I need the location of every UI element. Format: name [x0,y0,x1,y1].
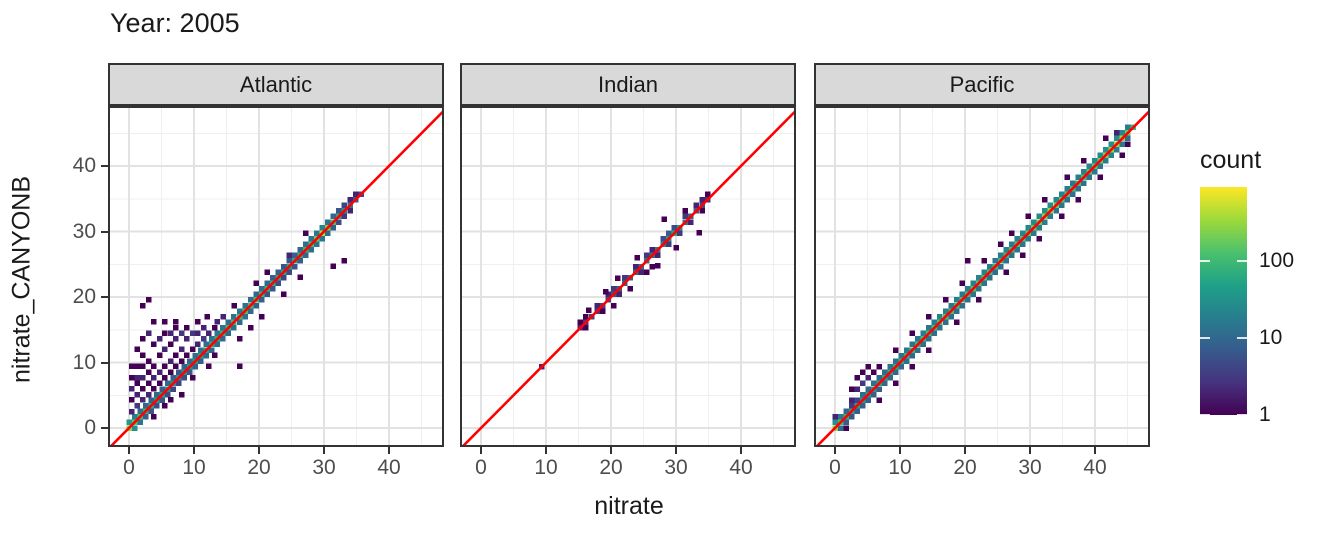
y-tick-mark [101,230,108,233]
y-tick-mark [101,165,108,167]
y-tick-mark [101,361,108,364]
x-tick-mark [1029,447,1031,454]
plot-title: Year: 2005 [110,8,240,38]
y-tick-label: 40 [72,154,96,177]
legend-tick-mark [1200,259,1210,262]
x-tick-mark [193,447,195,454]
legend-title: count [1200,146,1262,174]
x-tick-label: 0 [123,456,135,479]
legend-colorbar [1200,187,1247,415]
facet-panel-indian [457,106,800,452]
x-tick-label: 30 [1018,456,1042,479]
facet-strip-label: Atlantic [239,71,313,97]
facet-strip-label: Pacific [949,71,1015,97]
y-tick-mark [101,427,108,429]
x-tick-mark [675,447,677,454]
y-tick-mark [101,296,108,298]
legend-tick-mark [1200,336,1210,339]
x-tick-mark [480,447,482,454]
x-tick-mark [545,447,547,454]
x-tick-label: 40 [729,456,753,479]
y-tick-label: 20 [72,285,96,308]
x-tick-mark [323,447,325,454]
facet-strip-label: Indian [598,71,658,97]
legend-tick-mark [1237,336,1247,339]
x-tick-mark [834,447,836,454]
x-tick-label: 30 [664,456,688,479]
y-tick-label: 30 [72,219,96,243]
x-tick-label: 40 [377,456,401,479]
x-axis-title: nitrate [594,492,664,520]
facet-panel-atlantic [105,106,448,452]
x-tick-label: 0 [829,456,841,479]
y-tick-label: 0 [84,416,96,439]
x-tick-label: 30 [312,456,336,479]
facet-strip-pacific: Pacific [814,63,1150,106]
facet-panel-pacific [811,106,1154,452]
x-tick-label: 20 [953,456,977,479]
x-tick-mark [258,447,260,454]
x-tick-mark [388,447,390,454]
x-tick-label: 10 [534,456,558,479]
y-axis-title: nitrate_CANYONB [7,175,36,384]
identity-refline [811,107,1154,452]
x-tick-mark [1094,447,1096,454]
legend-tick-label: 10 [1259,325,1283,349]
legend-tick-label: 100 [1259,248,1295,272]
x-tick-mark [899,447,901,454]
x-tick-label: 20 [247,456,271,479]
identity-refline [457,107,800,452]
y-tick-label: 10 [72,350,96,374]
x-tick-mark [964,447,966,454]
x-tick-label: 0 [475,456,487,479]
x-tick-label: 40 [1083,456,1107,479]
legend-tick-label: 1 [1259,403,1271,426]
identity-refline [105,107,448,452]
x-tick-label: 10 [888,456,912,479]
x-tick-label: 10 [182,456,206,479]
x-tick-label: 20 [599,456,623,479]
facet-strip-atlantic: Atlantic [108,63,444,106]
legend-tick-mark [1200,414,1210,416]
legend-tick-mark [1237,259,1247,262]
facet-strip-indian: Indian [460,63,796,106]
legend-tick-mark [1237,414,1247,416]
x-tick-mark [128,447,130,454]
x-tick-mark [610,447,612,454]
x-tick-mark [740,447,742,454]
